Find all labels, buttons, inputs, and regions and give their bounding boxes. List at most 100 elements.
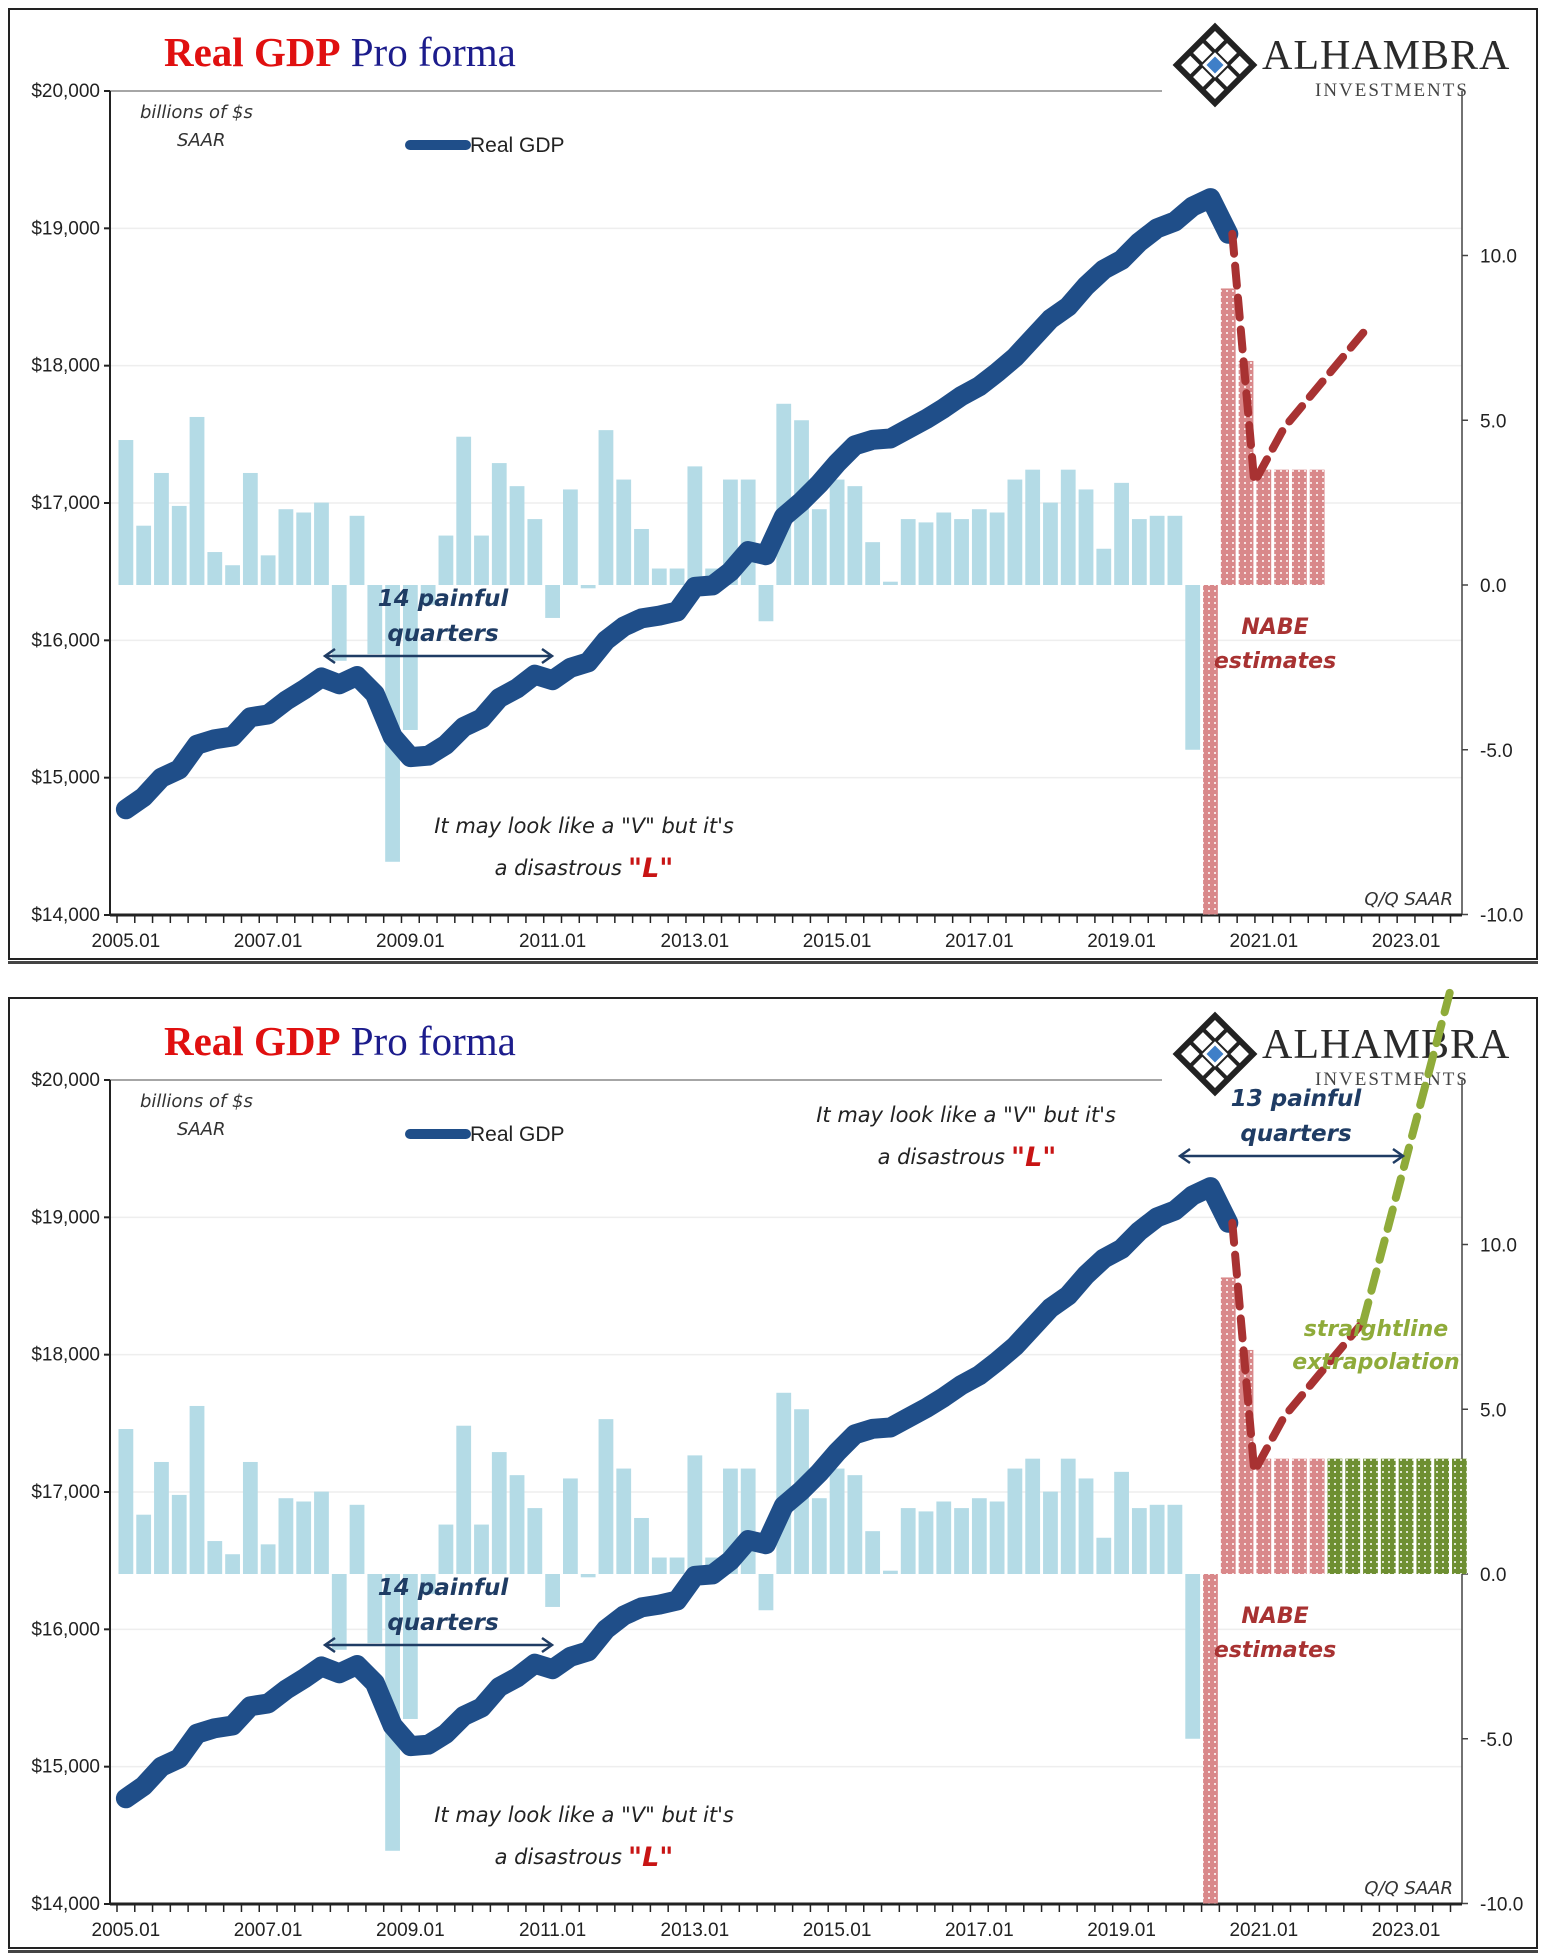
x-tick-label: 2023.01	[1372, 931, 1441, 952]
brand-name: ALHAMBRA	[1262, 1022, 1511, 1068]
nabe-bar	[1203, 585, 1218, 915]
growth-bar	[634, 1517, 649, 1574]
x-tick-label: 2019.01	[1087, 1920, 1156, 1941]
arrow-right-icon	[541, 647, 555, 665]
left-tick-label: $19,000	[31, 218, 100, 239]
diamond-logo-icon	[1172, 1011, 1258, 1097]
arrow-right-icon	[541, 1636, 555, 1654]
growth-bar	[829, 1468, 845, 1574]
real-gdp-line	[115, 1177, 1239, 1809]
right-tick-label: -5.0	[1480, 1730, 1513, 1751]
growth-bar	[900, 1508, 916, 1574]
growth-bar	[349, 515, 365, 585]
x-tick-label: 2017.01	[945, 1920, 1014, 1941]
growth-bar	[616, 1468, 632, 1574]
growth-bar	[136, 1514, 152, 1574]
growth-bar	[883, 581, 898, 585]
x-tick-label: 2021.01	[1229, 931, 1298, 952]
right-axis-unit-label: Q/Q SAAR	[1364, 889, 1453, 910]
right-tick-label: 10.0	[1480, 1236, 1517, 1257]
left-tick-label: $20,000	[31, 1070, 100, 1091]
growth-bar	[438, 1524, 454, 1574]
growth-bar	[491, 1452, 507, 1574]
chart-top: $14,000 $15,000 $16,000 $17,000 $18,000 $19,0…	[31, 81, 1523, 952]
x-tick-label: 2013.01	[661, 931, 730, 952]
x-tick-label: 2005.01	[92, 1920, 161, 1941]
growth-bar	[1149, 515, 1165, 585]
extrapolation-label: straightline	[1304, 1317, 1449, 1342]
nabe-bar	[1274, 1458, 1289, 1574]
growth-bar	[1043, 1491, 1058, 1574]
growth-bar	[971, 1498, 987, 1574]
growth-bar	[1167, 515, 1183, 585]
growth-bar	[829, 479, 845, 585]
left-tick-label: $17,000	[31, 493, 100, 514]
growth-bar	[420, 585, 436, 605]
growth-bar	[954, 519, 969, 585]
growth-bar	[367, 585, 383, 655]
left-tick-label: $14,000	[31, 905, 100, 926]
nabe-bar	[1238, 1349, 1254, 1574]
nabe-bar	[1220, 288, 1236, 585]
right-tick-label: 5.0	[1480, 411, 1506, 432]
growth-bar	[1131, 1508, 1147, 1574]
left-tick-label: $18,000	[31, 356, 100, 377]
extrapolation-line	[1359, 987, 1454, 1326]
growth-bar	[634, 528, 649, 585]
growth-bar	[1007, 1468, 1023, 1574]
nabe-label2: estimates	[1214, 649, 1336, 674]
v-note-line2: a disastrous	[495, 856, 622, 880]
title-real-gdp: Real GDP	[164, 29, 341, 75]
arrow-left-icon	[1177, 1147, 1191, 1165]
brand-sub: INVESTMENTS	[1315, 80, 1469, 101]
growth-bar	[296, 512, 312, 585]
growth-bar	[758, 1574, 774, 1611]
chart-title: Real GDP Pro forma	[164, 28, 516, 76]
growth-bar	[651, 1557, 667, 1574]
nabe-label: NABE	[1241, 1604, 1308, 1629]
x-tick-label: 2011.01	[519, 931, 586, 952]
nabe-bar	[1256, 1458, 1272, 1574]
growth-bar	[545, 585, 560, 618]
growth-bar	[1007, 479, 1023, 585]
x-tick-label: 2021.01	[1229, 1920, 1298, 1941]
growth-bar	[563, 489, 578, 585]
growth-bar	[580, 585, 596, 589]
left-tick-label: $20,000	[31, 81, 100, 102]
growth-bar	[580, 1574, 596, 1578]
right-tick-label: -10.0	[1480, 906, 1523, 927]
units-note-saar: SAAR	[177, 1119, 226, 1140]
title-pro-forma: Pro forma	[350, 29, 516, 75]
extrapolation-bar	[1416, 1458, 1432, 1574]
nabe-bar	[1256, 469, 1272, 585]
growth-bar	[1185, 585, 1201, 750]
v-note-top-line2: a disastrous	[878, 1145, 1005, 1169]
growth-bar	[1043, 502, 1058, 585]
growth-bar	[242, 472, 258, 585]
growth-bar	[118, 1429, 134, 1574]
left-tick-label: $19,000	[31, 1207, 100, 1228]
growth-bar	[225, 565, 240, 585]
growth-bar	[367, 1574, 383, 1644]
growth-bar	[491, 463, 507, 585]
title-real-gdp: Real GDP	[164, 1018, 341, 1064]
growth-bar	[1078, 1478, 1094, 1574]
real-gdp-line	[115, 188, 1239, 820]
gfc-span-label2: quarters	[387, 1610, 498, 1636]
v-note-top-line1: It may look like a "V" but it's	[816, 1103, 1116, 1127]
extrapolation-bar	[1452, 1458, 1467, 1574]
growth-bar	[207, 1541, 223, 1574]
title-pro-forma: Pro forma	[350, 1018, 516, 1064]
growth-bar	[331, 1574, 347, 1650]
growth-bar	[1185, 1574, 1201, 1739]
covid-span-label: 13 painful	[1231, 1086, 1363, 1112]
x-tick-label: 2023.01	[1372, 1920, 1441, 1941]
growth-bar	[314, 1491, 329, 1574]
growth-bar	[171, 1494, 187, 1574]
growth-bar	[527, 1508, 543, 1574]
units-note-saar: SAAR	[177, 130, 226, 151]
v-note-line1: It may look like a "V" but it's	[434, 1803, 734, 1827]
growth-bar	[936, 1501, 952, 1574]
arrow-left-icon	[322, 647, 336, 665]
